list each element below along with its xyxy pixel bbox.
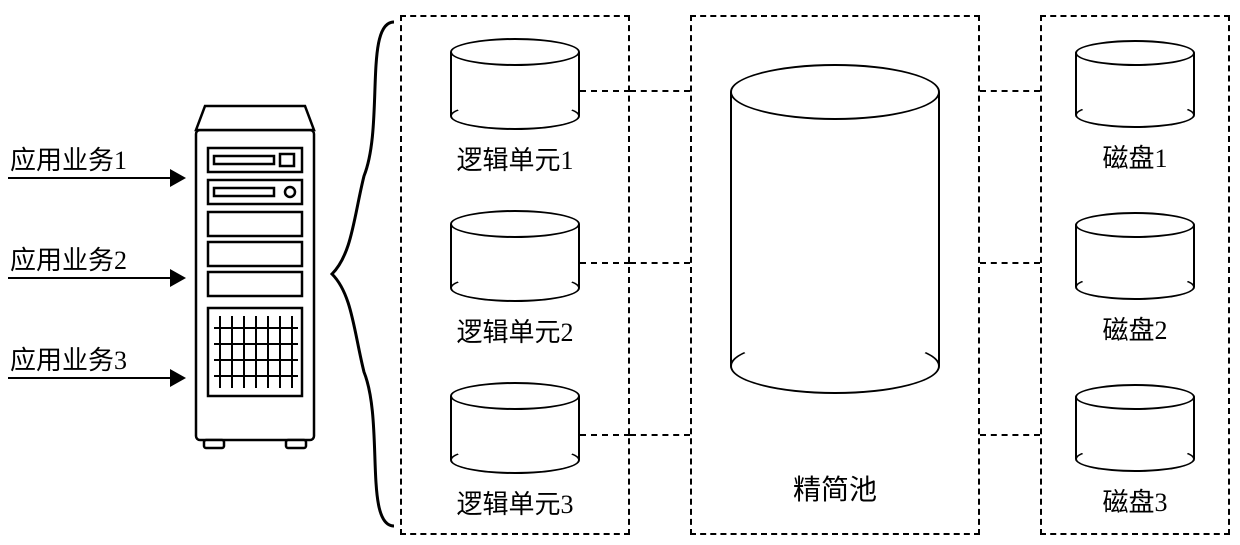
app-arrow-1 — [8, 177, 175, 179]
connector-pool-disk-1 — [980, 90, 1040, 92]
diagram-root: { "canvas": { "width": 1240, "height": 5… — [0, 0, 1240, 545]
app-arrowhead-2 — [170, 269, 186, 287]
connector-lu-box-3 — [630, 434, 690, 436]
curly-brace-icon — [330, 16, 400, 536]
disk-3 — [1075, 384, 1195, 472]
connector-pool-disk-3 — [980, 434, 1040, 436]
logic-unit-1 — [450, 38, 580, 130]
connector-lu-box-2 — [630, 262, 690, 264]
connector-lu-inner-3 — [580, 434, 630, 436]
connector-lu-box-1 — [630, 90, 690, 92]
app-arrow-3 — [8, 377, 175, 379]
disk-3-label: 磁盘3 — [1040, 482, 1230, 519]
logic-unit-2-label: 逻辑单元2 — [400, 312, 630, 349]
disk-1-label: 磁盘1 — [1040, 138, 1230, 175]
logic-unit-3-label: 逻辑单元3 — [400, 484, 630, 521]
logic-unit-3 — [450, 382, 580, 474]
disk-2 — [1075, 212, 1195, 300]
logic-unit-2 — [450, 210, 580, 302]
connector-lu-inner-2 — [580, 262, 630, 264]
app-arrowhead-3 — [170, 369, 186, 387]
server-icon — [190, 100, 320, 450]
disk-2-label: 磁盘2 — [1040, 310, 1230, 347]
app-label-3: 应用业务3 — [10, 340, 127, 377]
app-arrowhead-1 — [170, 169, 186, 187]
app-label-1: 应用业务1 — [10, 140, 127, 177]
app-label-2: 应用业务2 — [10, 240, 127, 277]
thin-pool-cylinder — [730, 64, 940, 394]
app-arrow-2 — [8, 277, 175, 279]
connector-pool-disk-2 — [980, 262, 1040, 264]
logic-unit-1-label: 逻辑单元1 — [400, 140, 630, 177]
disk-1 — [1075, 40, 1195, 128]
thin-pool-label: 精简池 — [690, 468, 980, 508]
connector-lu-inner-1 — [580, 90, 630, 92]
